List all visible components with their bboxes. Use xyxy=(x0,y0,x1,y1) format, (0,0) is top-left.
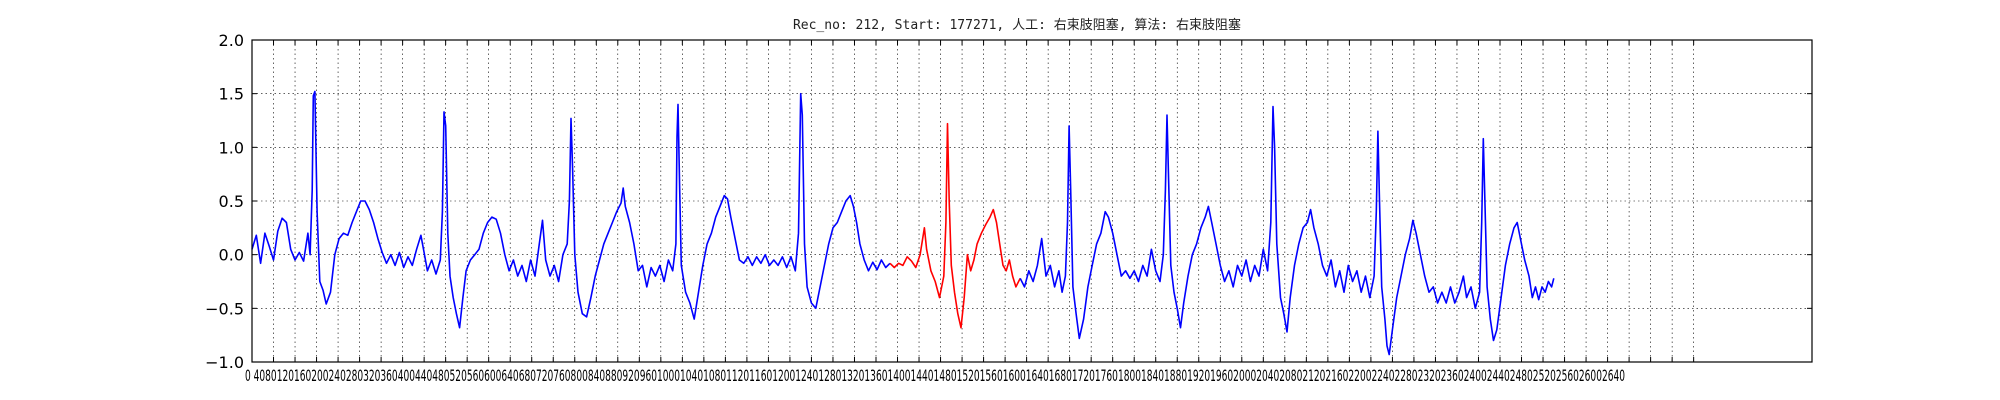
y-tick-label: 2.0 xyxy=(219,31,244,50)
y-tick-label: 0.5 xyxy=(219,192,244,211)
x-axis-tick-labels: 0 40801201602002402803203604004404805205… xyxy=(245,366,1625,385)
ecg-trace-segment-3 xyxy=(1019,105,1555,356)
chart-title: Rec_no: 212, Start: 177271, 人工: 右束肢阻塞, 算… xyxy=(793,17,1241,33)
y-tick-label: 0.0 xyxy=(219,246,244,265)
signal-traces xyxy=(251,90,1555,356)
grid-lines xyxy=(252,40,1812,362)
y-axis-ticks: −1.0 −0.5 0.0 0.5 1.0 1.5 2.0 xyxy=(205,31,1812,372)
ecg-trace-segment-2 xyxy=(889,122,1021,329)
y-tick-label: −0.5 xyxy=(205,299,244,318)
y-tick-label: 1.0 xyxy=(219,138,244,157)
ecg-trace-segment-1 xyxy=(251,90,891,329)
y-tick-label: 1.5 xyxy=(219,85,244,104)
y-tick-label: −1.0 xyxy=(205,353,244,372)
x-axis-ticks xyxy=(251,40,1695,362)
